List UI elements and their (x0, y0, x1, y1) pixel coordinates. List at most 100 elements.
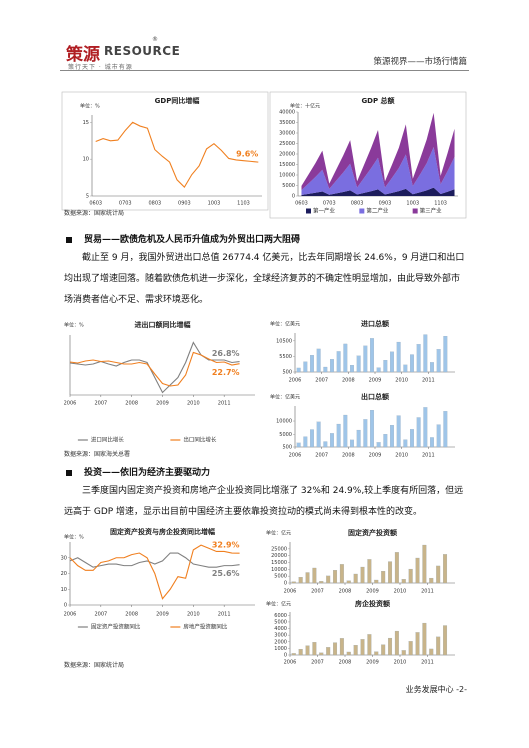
bar (336, 351, 341, 373)
bar (298, 649, 303, 656)
source-note: 数据来源：国家统计局 (64, 210, 125, 217)
x-tick-label: 2011 (218, 612, 231, 618)
x-tick-label: 0903 (178, 201, 191, 207)
bar (436, 424, 441, 448)
y-tick-label: 30000 (279, 131, 295, 137)
x-tick-label: 2007 (94, 401, 107, 407)
bar (333, 570, 338, 584)
bar (305, 572, 310, 584)
series-line (69, 544, 240, 600)
bar (422, 544, 427, 584)
paragraph: 三季度国内固定资产投资和房地产企业投资同比增涨了 32%和 24.9%,较上季度… (64, 486, 464, 517)
y-tick-label: 500 (282, 370, 292, 376)
bar (353, 573, 358, 584)
chart-title: 固定资产投资额 (348, 528, 397, 537)
legend-label: 房地产投资额同比 (183, 623, 228, 631)
y-tick-label: 10 (61, 587, 67, 593)
x-tick-label: 2007 (311, 589, 324, 595)
bar (423, 334, 428, 373)
x-tick-label: 2008 (125, 612, 138, 618)
stacked-area (301, 112, 455, 191)
y-tick-label: 5000 (274, 619, 287, 625)
x-tick-label: 0903 (379, 201, 392, 207)
y-tick-label: 40000 (279, 110, 295, 116)
y-tick-label: 30 (61, 555, 67, 561)
chart-title: GDP同比增幅 (155, 96, 200, 105)
header-rule (60, 70, 469, 71)
y-tick-label: 5000 (282, 183, 295, 189)
x-tick-label: 1003 (208, 201, 221, 207)
y-tick-label: 15000 (279, 162, 295, 168)
legend-label: 第二产业 (366, 207, 389, 215)
bar (423, 407, 428, 448)
x-tick-label: 0703 (119, 201, 132, 207)
bar (312, 642, 317, 656)
bar (336, 423, 341, 448)
bar (396, 415, 401, 448)
x-tick-label: 2010 (394, 589, 407, 595)
bar (381, 571, 386, 584)
x-tick-label: 2007 (315, 378, 328, 384)
x-tick-label: 2009 (156, 401, 169, 407)
bar (350, 365, 354, 373)
x-tick-label: 1003 (406, 201, 419, 207)
x-tick-label: 2011 (218, 401, 231, 407)
series-line (95, 121, 259, 189)
bar (443, 554, 448, 584)
bar (360, 566, 365, 584)
bar (305, 645, 310, 656)
bar (312, 567, 317, 584)
bar (430, 437, 434, 448)
x-tick-label: 2010 (394, 660, 407, 666)
bar (436, 636, 441, 656)
bar (410, 354, 414, 373)
bar (323, 441, 328, 448)
bar (363, 345, 368, 373)
bar (319, 652, 324, 656)
bar (429, 577, 434, 584)
x-tick-label: 2006 (284, 589, 297, 595)
bar (310, 429, 314, 448)
chart-panel (61, 91, 269, 211)
x-tick-label: 2008 (339, 660, 352, 666)
bar (326, 647, 331, 656)
bar (383, 360, 388, 373)
unit-label: 单位：亿美元 (270, 321, 300, 328)
bar (381, 644, 386, 656)
x-tick-label: 2011 (422, 453, 435, 459)
heading-text: 投资——依旧为经济主要驱动力 (84, 468, 211, 478)
y-tick-label: 6000 (274, 613, 287, 619)
bar (376, 442, 381, 448)
chart-title: 出口总额 (361, 392, 389, 401)
series-line (69, 351, 240, 387)
x-tick-label: 2010 (395, 453, 408, 459)
y-tick-label: 20 (61, 571, 67, 577)
chart-title: 进出口额同比增幅 (135, 320, 191, 329)
bar (346, 651, 351, 656)
bar (333, 642, 338, 656)
y-tick-label: 10000 (279, 173, 295, 179)
bar (422, 622, 427, 656)
x-tick-label: 0803 (148, 201, 161, 207)
chart-title: 进口总额 (361, 319, 389, 328)
bar (416, 344, 421, 373)
y-tick-label: 15 (83, 120, 89, 126)
bar (291, 581, 296, 584)
bar (396, 341, 401, 373)
y-tick-label: 0 (64, 603, 67, 609)
footer: 业务发展中心 -2- (405, 685, 467, 694)
x-tick-label: 2011 (422, 378, 435, 384)
bar (374, 651, 379, 656)
x-tick-label: 2009 (369, 453, 382, 459)
bar (319, 581, 324, 584)
bar (429, 648, 434, 656)
y-tick-label: 25000 (279, 141, 295, 147)
x-tick-label: 2011 (421, 660, 434, 666)
chart-title: 固定资产投资与房企投资同比增幅 (110, 527, 215, 536)
x-tick-label: 1103 (434, 201, 447, 207)
x-tick-label: 2010 (187, 612, 200, 618)
bar (339, 638, 344, 656)
y-tick-label: 25000 (271, 546, 287, 552)
x-tick-label: 2009 (366, 660, 379, 666)
bar (388, 561, 393, 584)
